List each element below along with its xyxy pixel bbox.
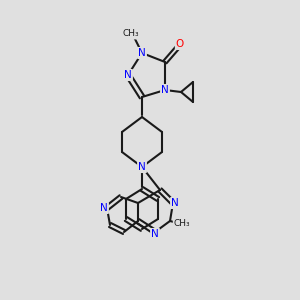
Text: N: N bbox=[151, 229, 159, 239]
Text: N: N bbox=[161, 85, 169, 95]
Text: O: O bbox=[176, 39, 184, 49]
Text: N: N bbox=[138, 162, 146, 172]
Text: CH₃: CH₃ bbox=[174, 220, 190, 229]
Text: N: N bbox=[100, 203, 108, 213]
Text: CH₃: CH₃ bbox=[123, 29, 139, 38]
Text: N: N bbox=[138, 48, 146, 58]
Text: N: N bbox=[171, 198, 179, 208]
Text: N: N bbox=[124, 70, 132, 80]
